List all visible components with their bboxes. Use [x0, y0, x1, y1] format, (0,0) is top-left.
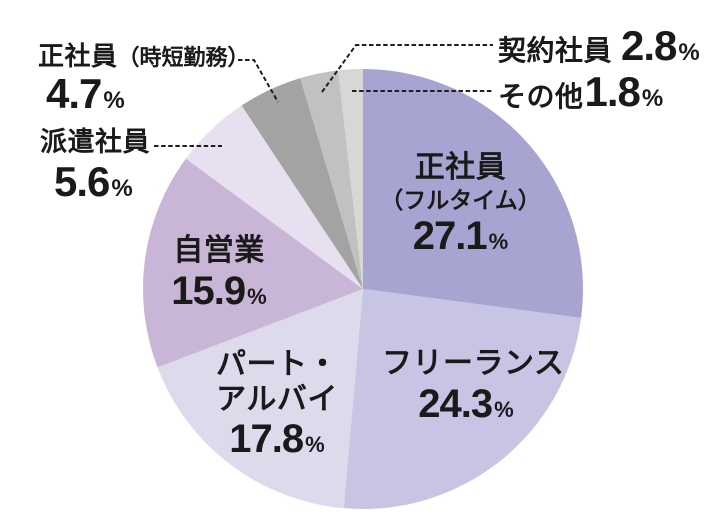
label-keiyaku-name: 契約社員 [498, 35, 613, 66]
percent-sign: % [678, 39, 700, 66]
percent-sign: % [305, 432, 325, 457]
value-part-arbeit: 17.8 [229, 417, 304, 461]
label-seishain-full-sub: （フルタイム） [380, 186, 541, 213]
pie-slice-6 [300, 70, 363, 289]
value-haken: 5.6% [54, 158, 133, 205]
label-seishain-jitan-sub: （時短勤務） [117, 45, 250, 70]
percent-sign: % [247, 283, 267, 309]
label-freelance-name: フリーランス [382, 347, 565, 380]
value-jieigyo: 15.9 [171, 268, 246, 313]
pie-slice-3 [143, 158, 363, 368]
label-seishain-jitan: 正社員（時短勤務） [38, 41, 250, 72]
value-sonota: 1.8 [584, 68, 641, 115]
pie-slice-2 [157, 289, 363, 509]
pie-slice-7 [338, 69, 363, 289]
leader-lines [154, 44, 494, 147]
percent-sign: % [488, 229, 509, 255]
label-jieigyo: 自営業 15.9% [140, 234, 298, 313]
pie-slice-5 [241, 78, 363, 289]
label-haken-name: 派遣社員 [40, 127, 150, 157]
label-keiyaku: 契約社員 2.8% [498, 22, 700, 69]
label-part-arbeit-line2: アルバイ [216, 382, 338, 416]
percent-sign: % [494, 396, 514, 422]
leader-line-keiyaku [321, 44, 493, 93]
percent-sign: % [103, 87, 125, 114]
pie-slice-1 [343, 289, 582, 510]
pie-slice-0 [363, 68, 584, 318]
leader-line-seishain-jitan [238, 59, 279, 103]
label-freelance: フリーランス 24.3% [382, 347, 565, 426]
label-jieigyo-name: 自営業 [173, 234, 265, 267]
label-sonota-name: その他 [498, 81, 584, 112]
label-haken: 派遣社員 [40, 127, 150, 158]
label-seishain-full: 正社員 （フルタイム） 27.1% [378, 151, 543, 258]
pie-slices [143, 68, 584, 510]
percent-sign: % [641, 85, 664, 112]
label-part-arbeit: パート・ アルバイ 17.8% [193, 348, 361, 461]
label-part-arbeit-line1: パート・ [216, 348, 338, 381]
value-seishain-full: 27.1 [412, 214, 488, 259]
value-freelance: 24.3 [418, 381, 493, 426]
percent-sign: % [111, 175, 133, 202]
value-seishain-jitan: 4.7% [46, 70, 125, 117]
pie-slice-4 [185, 105, 363, 289]
label-seishain-jitan-name: 正社員 [38, 41, 118, 71]
label-sonota: その他 1.8% [498, 68, 664, 115]
value-keiyaku: 2.8 [621, 22, 677, 69]
label-seishain-full-name: 正社員 [414, 151, 507, 184]
